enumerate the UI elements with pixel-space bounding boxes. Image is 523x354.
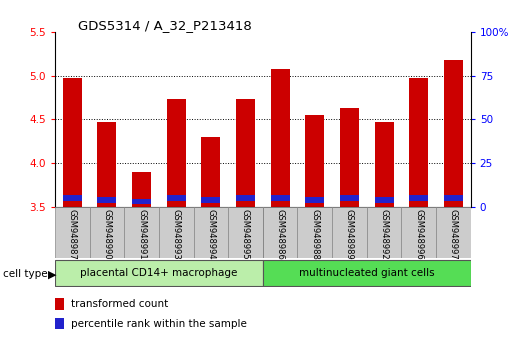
Text: GSM948991: GSM948991	[137, 209, 146, 259]
Text: GSM948997: GSM948997	[449, 209, 458, 259]
Bar	[340, 108, 359, 207]
Bar	[305, 115, 324, 207]
Bar	[298, 207, 332, 258]
Bar	[374, 197, 394, 203]
Bar	[63, 78, 82, 207]
Bar	[401, 207, 436, 258]
Bar	[167, 195, 186, 201]
Bar	[159, 207, 194, 258]
Bar	[201, 137, 220, 207]
Text: GDS5314 / A_32_P213418: GDS5314 / A_32_P213418	[78, 19, 252, 33]
Bar	[201, 197, 220, 203]
Text: placental CD14+ macrophage: placental CD14+ macrophage	[80, 268, 237, 278]
Bar	[263, 207, 298, 258]
Bar	[374, 122, 394, 207]
Text: transformed count: transformed count	[71, 299, 168, 309]
Bar	[409, 195, 428, 201]
Text: GSM948993: GSM948993	[172, 209, 180, 259]
Text: GSM948989: GSM948989	[345, 209, 354, 259]
Text: cell type: cell type	[3, 269, 47, 279]
Bar	[97, 197, 117, 203]
Text: GSM948994: GSM948994	[207, 209, 215, 259]
Bar	[167, 99, 186, 207]
Text: GSM948995: GSM948995	[241, 209, 250, 259]
Text: GSM948996: GSM948996	[414, 209, 423, 259]
Bar	[63, 195, 82, 201]
Bar	[236, 99, 255, 207]
Bar	[436, 207, 471, 258]
Bar	[367, 207, 401, 258]
Bar	[270, 195, 290, 201]
Text: GSM948992: GSM948992	[380, 209, 389, 259]
Text: GSM948988: GSM948988	[310, 209, 319, 259]
Bar	[228, 207, 263, 258]
Bar	[305, 197, 324, 203]
Bar	[89, 207, 124, 258]
Bar	[194, 207, 228, 258]
Text: ▶: ▶	[48, 269, 56, 279]
Bar	[55, 207, 89, 258]
Bar	[236, 195, 255, 201]
Text: GSM948990: GSM948990	[103, 209, 111, 259]
Bar	[340, 195, 359, 201]
Bar	[332, 207, 367, 258]
Bar	[97, 122, 117, 207]
Bar	[132, 199, 151, 205]
Bar	[124, 207, 159, 258]
Bar	[444, 60, 463, 207]
Text: GSM948986: GSM948986	[276, 209, 285, 259]
Text: percentile rank within the sample: percentile rank within the sample	[71, 319, 246, 329]
Bar	[270, 69, 290, 207]
Bar	[444, 195, 463, 201]
Bar	[263, 259, 471, 286]
Bar	[132, 172, 151, 207]
Text: GSM948987: GSM948987	[68, 209, 77, 259]
Bar	[409, 78, 428, 207]
Bar	[55, 259, 263, 286]
Text: multinucleated giant cells: multinucleated giant cells	[299, 268, 435, 278]
